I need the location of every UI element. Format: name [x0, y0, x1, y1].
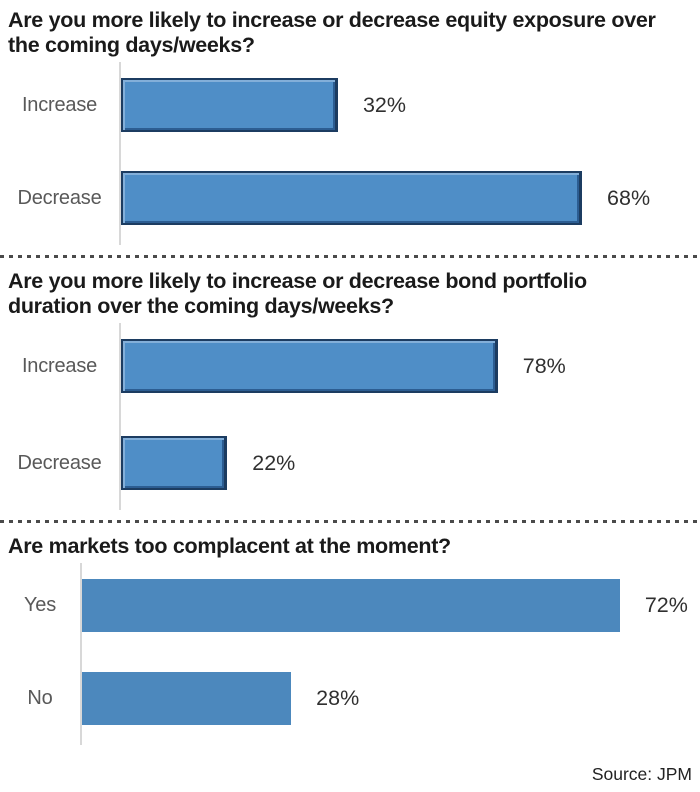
value-label: 72% — [644, 593, 688, 617]
plot-area-bond: Increase 78% Decrease 22% — [0, 323, 700, 510]
bar-row-increase: Increase 32% — [0, 78, 700, 132]
bar-track: 28% — [80, 672, 700, 725]
bar-row-yes: Yes 72% — [0, 579, 700, 632]
bar-increase — [121, 339, 498, 393]
bar-decrease — [121, 171, 583, 225]
category-label: Increase — [21, 354, 98, 377]
chart-title-complacency: Are markets too complacent at the moment… — [8, 534, 451, 558]
chart-bond-duration: Are you more likely to increase or decre… — [0, 269, 700, 510]
bar-row-decrease: Decrease 68% — [0, 171, 700, 225]
value-label: 28% — [316, 686, 360, 710]
bar-yes — [82, 579, 620, 632]
bar-track: 68% — [119, 171, 700, 225]
bar-track: 22% — [119, 436, 700, 490]
plot-area-equity: Increase 32% Decrease 68% — [0, 62, 700, 245]
bar-row-no: No 28% — [0, 672, 700, 725]
bar-track: 72% — [80, 579, 700, 632]
chart-equity-exposure: Are you more likely to increase or decre… — [0, 8, 700, 245]
bar-no — [82, 672, 292, 725]
category-label: No — [27, 687, 53, 709]
category-label: Yes — [23, 594, 57, 616]
bar-row-increase: Increase 78% — [0, 339, 700, 393]
bar-track: 78% — [119, 339, 700, 393]
y-axis-line — [119, 323, 121, 510]
chart-market-complacency: Are markets too complacent at the moment… — [0, 534, 700, 745]
category-label: Increase — [21, 93, 98, 116]
source-attribution: Source: JPM — [591, 764, 692, 784]
bar-row-decrease: Decrease 22% — [0, 436, 700, 490]
value-label: 68% — [607, 185, 651, 210]
bar-increase — [121, 78, 338, 132]
category-label: Decrease — [17, 451, 102, 474]
dashed-divider — [0, 255, 700, 258]
plot-area-complacency: Yes 72% No 28% — [0, 563, 700, 745]
bar-decrease — [121, 436, 228, 490]
category-label: Decrease — [17, 186, 102, 209]
chart-title-equity: Are you more likely to increase or decre… — [8, 8, 656, 57]
chart-title-bond: Are you more likely to increase or decre… — [8, 269, 587, 318]
value-label: 22% — [252, 450, 296, 475]
y-axis-line — [119, 62, 121, 245]
value-label: 32% — [362, 92, 406, 117]
bar-track: 32% — [119, 78, 700, 132]
value-label: 78% — [522, 353, 566, 378]
y-axis-line — [80, 563, 82, 745]
dashed-divider — [0, 520, 700, 523]
